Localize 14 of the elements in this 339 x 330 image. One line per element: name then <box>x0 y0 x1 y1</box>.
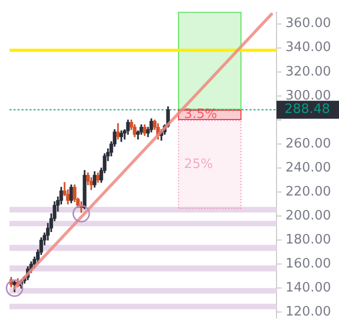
y-tick-label: 320.00 <box>286 64 332 80</box>
y-tick-label: 180.00 <box>286 232 332 248</box>
y-tick-label: 220.00 <box>286 184 332 200</box>
y-tick-label: 240.00 <box>286 160 332 176</box>
y-tick-label: 120.00 <box>286 304 332 320</box>
ref-line-label: 288.48 <box>284 102 330 118</box>
y-tick-label: 300.00 <box>286 88 332 104</box>
y-tick-label: 260.00 <box>286 136 332 152</box>
y-tick-label: 340.00 <box>286 40 332 56</box>
y-tick-label: 200.00 <box>286 208 332 224</box>
y-tick-label: 160.00 <box>286 256 332 272</box>
y-tick-label: 360.00 <box>286 16 332 32</box>
band-label: 25% <box>184 156 213 172</box>
y-tick-label: 140.00 <box>286 280 332 296</box>
